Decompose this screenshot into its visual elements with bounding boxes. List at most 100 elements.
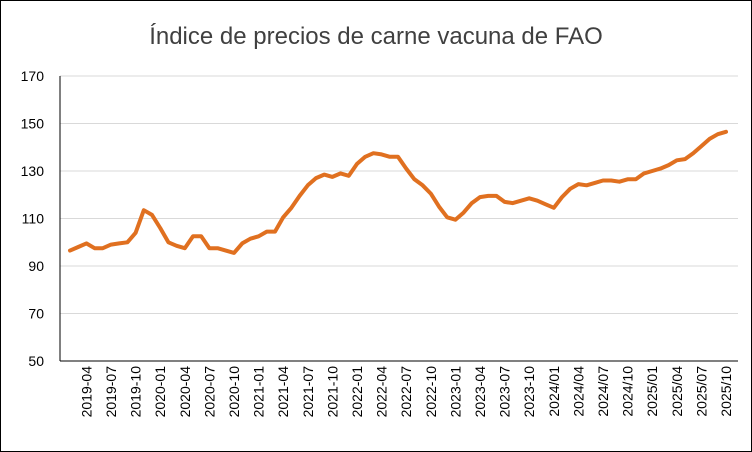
x-tick-label: 2021-07 [300,366,316,418]
data-point [199,234,203,238]
x-tick-label: 2020-10 [226,366,242,418]
data-point [658,167,662,171]
x-tick-label: 2023-04 [472,366,488,418]
x-tick-label: 2019-10 [128,366,144,418]
data-point [298,194,302,198]
x-tick-label: 2024/04 [570,366,586,417]
data-point [134,231,138,235]
data-point [232,251,236,255]
x-tick-label: 2021-10 [324,366,340,418]
series-line [68,129,728,255]
data-point [166,240,170,244]
data-point [158,226,162,230]
x-tick-label: 2020-07 [201,366,217,418]
data-point [494,194,498,198]
data-point [93,246,97,250]
data-point [445,215,449,219]
data-point [511,201,515,205]
data-point [388,155,392,159]
data-point [486,194,490,198]
data-point [634,177,638,181]
x-tick-label: 2021-01 [251,366,267,418]
x-tick-label: 2019-04 [78,366,94,418]
data-point [355,162,359,166]
y-tick-label: 130 [21,163,45,179]
data-point [330,175,334,179]
chart-title: Índice de precios de carne vacuna de FAO [149,23,603,50]
data-point [585,183,589,187]
data-point [708,137,712,141]
data-point [273,230,277,234]
data-point [289,206,293,210]
x-tick-label: 2023-07 [497,366,513,418]
data-point [544,202,548,206]
x-axis: 2019-04 2019-07 2019-10 2020-01 2020-04 2020-… [59,76,738,418]
x-tick-label: 2025/10 [718,366,734,417]
y-tick-label: 70 [28,306,44,322]
data-point [576,182,580,186]
x-tick-label: 2023-01 [447,366,463,418]
data-point [421,183,425,187]
data-point [404,167,408,171]
data-point [519,199,523,203]
data-point [478,195,482,199]
x-tick-label: 2021-04 [275,366,291,418]
data-point [101,246,105,250]
data-point [527,196,531,200]
x-tick-label: 2025/07 [693,366,709,417]
data-point [109,243,113,247]
x-tick-label: 2025/04 [669,366,685,417]
data-point [68,249,72,253]
data-point [142,208,146,212]
data-point [437,205,441,209]
data-point [339,171,343,175]
data-point [675,158,679,162]
data-point [207,246,211,250]
data-point [265,230,269,234]
y-tick-label: 110 [22,211,45,227]
series-group [68,129,728,255]
y-axis-ticks: 50 70 90 110 130 150 170 [21,68,45,369]
data-point [371,151,375,155]
data-point [240,241,244,245]
data-point [535,199,539,203]
x-tick-label: 2024/07 [595,366,611,417]
data-point [601,179,605,182]
y-tick-label: 170 [21,68,45,84]
data-point [257,234,261,238]
y-tick-label: 90 [28,258,44,274]
y-tick-label: 50 [28,353,44,369]
x-tick-label: 2025/01 [644,366,660,417]
data-point [683,157,687,161]
x-tick-label: 2022-04 [374,366,390,418]
data-point [363,155,367,159]
data-point [306,183,310,187]
data-point [117,241,121,245]
data-point [125,240,129,244]
data-point [175,244,179,248]
data-point [248,237,252,241]
data-point [716,132,720,136]
data-point [429,192,433,196]
data-point [412,177,416,181]
y-tick-label: 150 [21,116,45,132]
data-point [84,241,88,245]
data-point [314,176,318,180]
data-point [699,144,703,148]
data-point [322,173,326,177]
data-point [347,174,351,178]
data-point [560,195,564,199]
data-point [552,206,556,210]
data-point [724,130,728,134]
data-point [380,152,384,156]
data-point [609,179,613,182]
data-point [667,163,671,167]
x-tick-label: 2019-07 [103,366,119,418]
data-point [191,234,195,238]
x-tick-label: 2022-10 [423,366,439,418]
x-tick-label: 2020-01 [152,366,168,418]
data-point [183,246,187,250]
data-point [626,177,630,181]
